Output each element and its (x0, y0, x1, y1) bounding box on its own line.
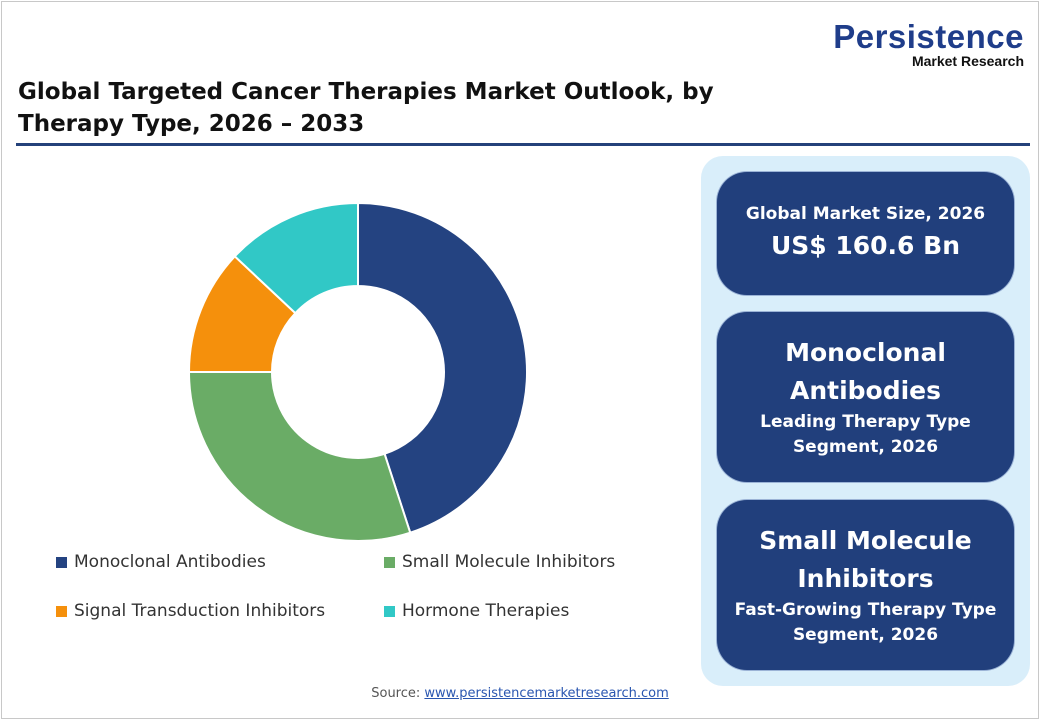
donut-chart (187, 201, 529, 542)
title-divider (16, 143, 1030, 146)
card-value: Small Molecule (759, 526, 972, 555)
logo-sub: Market Research (911, 53, 1024, 69)
donut-slice-hormone-therapies (233, 201, 359, 315)
card-label: Fast-Growing Therapy Type (734, 600, 997, 620)
legend-label: Small Molecule Inhibitors (402, 552, 616, 572)
legend-label: Monoclonal Antibodies (74, 552, 266, 572)
legend-label: Signal Transduction Inhibitors (74, 601, 326, 621)
card-label: Segment, 2026 (792, 625, 939, 645)
card-value: US$ 160.6 Bn (770, 231, 961, 260)
legend-label: Hormone Therapies (402, 601, 570, 621)
source-label: Source: (371, 686, 421, 701)
donut-slice-small-molecule-inhibitors (187, 371, 412, 542)
source-link[interactable]: www.persistencemarketresearch.com (424, 686, 669, 701)
legend-item: Monoclonal Antibodies (56, 552, 266, 572)
highlights-panel: Global Market Size, 2026 US$ 160.6 Bn Mo… (701, 156, 1030, 686)
legend-swatch (384, 556, 395, 568)
source-note: Source: www.persistencemarketresearch.co… (0, 686, 1040, 701)
card-label: Leading Therapy Type (760, 412, 971, 432)
legend-swatch (384, 605, 395, 617)
legend-swatch (56, 556, 67, 568)
fastest-growing-card: Small Molecule Inhibitors Fast-Growing T… (717, 500, 1014, 670)
market-size-card: Global Market Size, 2026 US$ 160.6 Bn (717, 172, 1014, 295)
leading-segment-card: Monoclonal Antibodies Leading Therapy Ty… (717, 312, 1014, 482)
card-value: Monoclonal (785, 338, 946, 367)
card-label: Global Market Size, 2026 (745, 204, 986, 224)
card-value: Inhibitors (797, 564, 934, 593)
logo-main: Persistence (833, 18, 1024, 55)
chart-title: Global Targeted Cancer Therapies Market … (18, 79, 714, 137)
card-label: Segment, 2026 (792, 437, 939, 457)
logo: Persistence Market Research (833, 18, 1024, 69)
legend-swatch (56, 605, 67, 617)
legend-item: Hormone Therapies (384, 601, 569, 621)
legend-item: Signal Transduction Inhibitors (56, 601, 325, 621)
donut-slice-monoclonal-antibodies (357, 201, 529, 534)
legend-item: Small Molecule Inhibitors (384, 552, 615, 572)
card-value: Antibodies (789, 376, 942, 405)
